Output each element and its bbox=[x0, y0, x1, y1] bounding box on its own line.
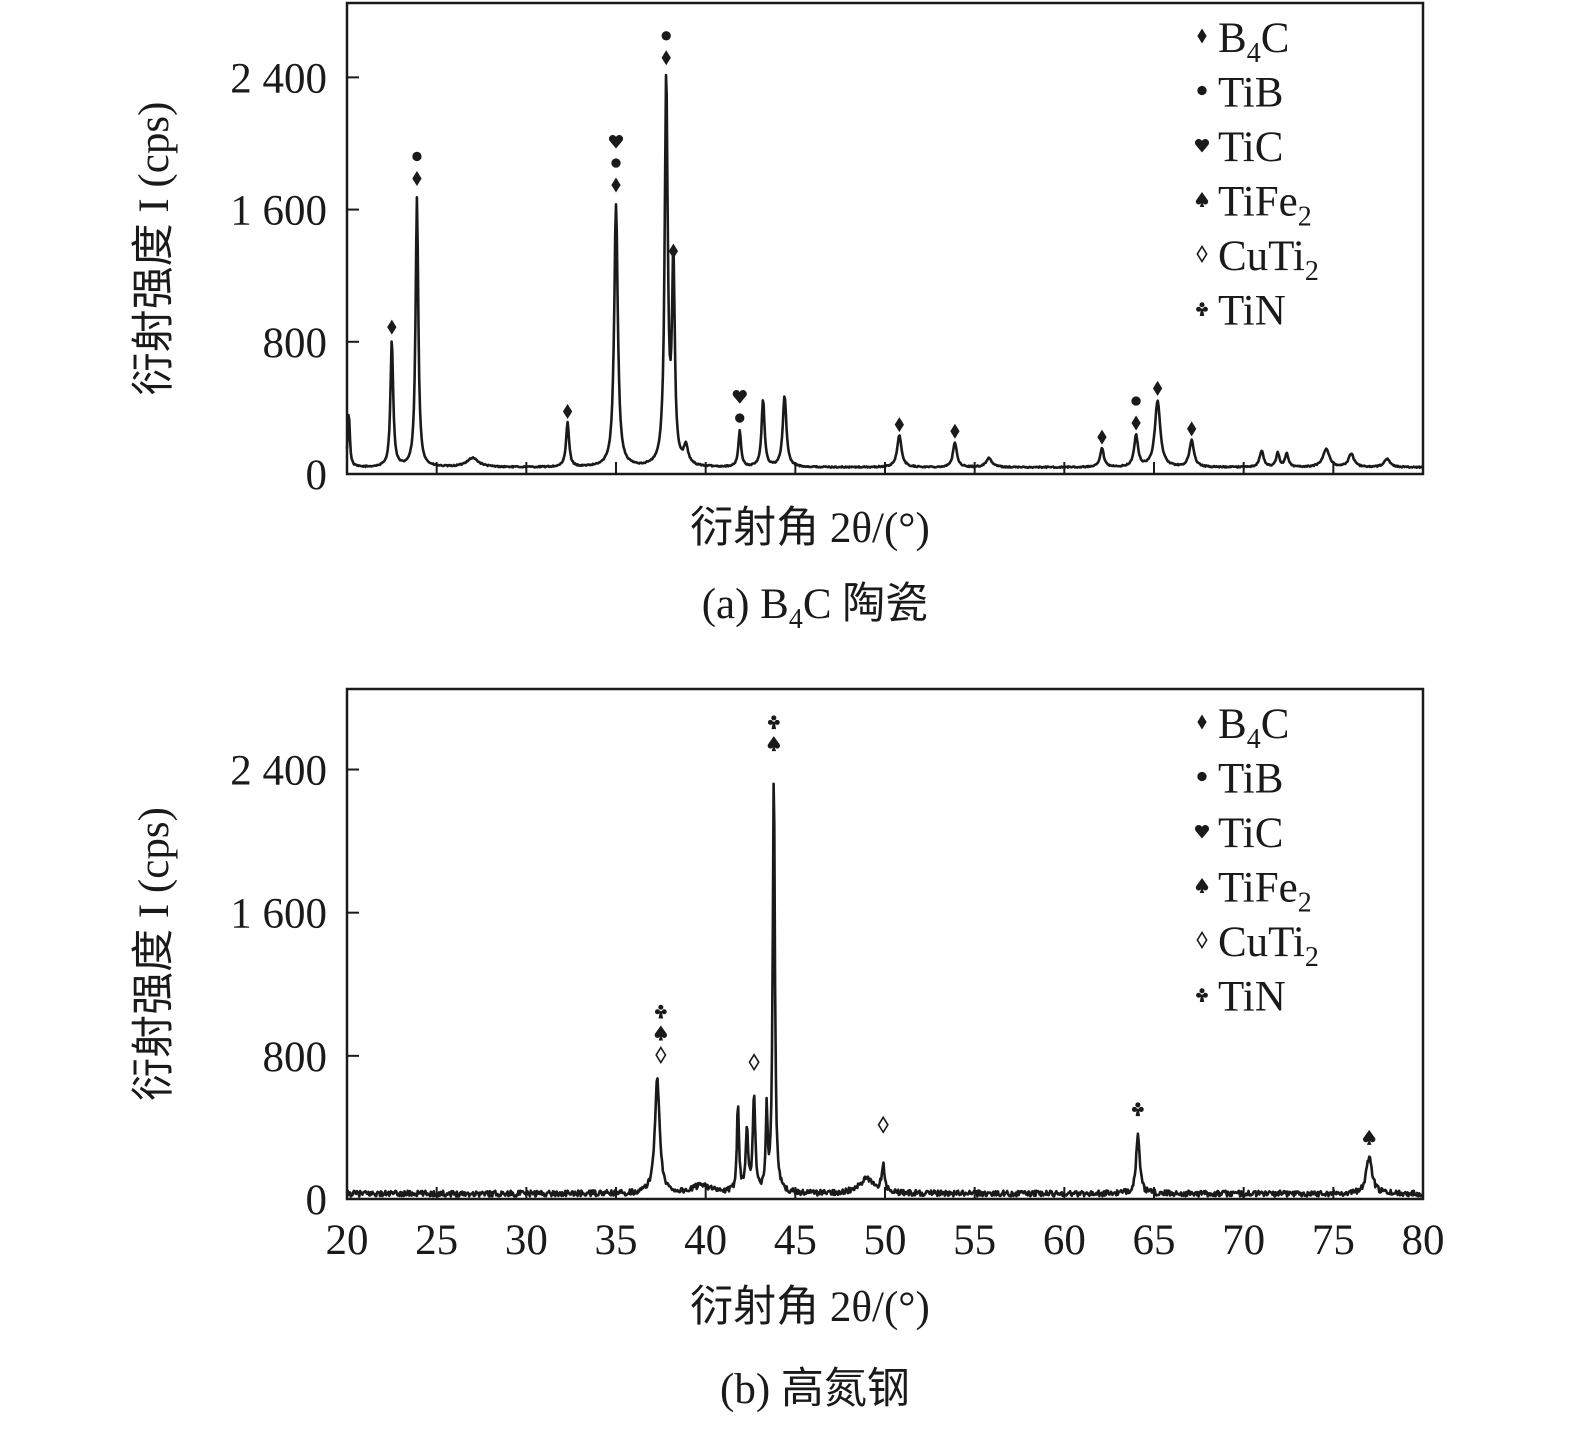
phase-marker-a-10-0 bbox=[1131, 415, 1141, 431]
x-tick-label-b-8: 60 bbox=[1043, 1217, 1086, 1264]
phase-marker-b-0-2 bbox=[654, 1004, 667, 1019]
legend-symbol-b-TiFe2 bbox=[1195, 878, 1209, 893]
legend-symbol-a-B4C bbox=[1197, 28, 1207, 44]
legend-symbol-b-B4C bbox=[1197, 714, 1207, 730]
y-tick-label-a-0: 0 bbox=[306, 452, 328, 499]
legend-label-b-CuTi2: CuTi2 bbox=[1218, 919, 1319, 973]
x-tick-label-b-5: 45 bbox=[774, 1217, 817, 1264]
phase-marker-a-6-0 bbox=[735, 413, 745, 423]
x-tick-label-b-2: 30 bbox=[505, 1217, 548, 1264]
phase-marker-a-4-0 bbox=[661, 50, 671, 66]
phase-marker-b-0-0 bbox=[655, 1045, 667, 1065]
y-axis-label-a: 衍射强度 I (cps) bbox=[131, 102, 178, 396]
x-tick-label-b-3: 35 bbox=[595, 1217, 638, 1264]
y-tick-label-b-0: 0 bbox=[306, 1177, 328, 1224]
y-axis-label-b: 衍射强度 I (cps) bbox=[131, 807, 178, 1101]
legend-label-b-TiN: TiN bbox=[1218, 974, 1286, 1021]
caption-sub-a: 4 bbox=[789, 604, 803, 635]
x-tick-label-b-7: 55 bbox=[953, 1217, 996, 1264]
legend-label-a-TiN: TiN bbox=[1218, 288, 1286, 335]
caption-part-b-1: (b) 高氮钢 bbox=[720, 1366, 910, 1413]
legend-symbol-a-TiN bbox=[1196, 302, 1208, 316]
phase-marker-a-4-1 bbox=[661, 31, 671, 41]
legend-symbol-a-TiC bbox=[1194, 138, 1210, 153]
phase-marker-b-2-1 bbox=[767, 715, 780, 730]
phase-marker-b-3-0 bbox=[877, 1115, 889, 1134]
legend-label-a-TiFe2: TiFe2 bbox=[1218, 179, 1312, 233]
phase-marker-a-0-0 bbox=[387, 319, 397, 335]
legend-label-a-CuTi2: CuTi2 bbox=[1218, 233, 1319, 287]
phase-marker-a-3-2 bbox=[608, 135, 624, 149]
legend-label-b-TiFe2: TiFe2 bbox=[1218, 865, 1312, 919]
phase-marker-a-3-0 bbox=[611, 177, 621, 193]
legend-symbol-a-CuTi2 bbox=[1196, 244, 1208, 264]
x-tick-label-b-0: 20 bbox=[326, 1217, 369, 1264]
phase-marker-a-5-0 bbox=[668, 243, 679, 259]
legend-label-b-TiB: TiB bbox=[1218, 756, 1283, 803]
phase-marker-a-11-0 bbox=[1152, 380, 1163, 396]
phase-marker-a-1-1 bbox=[412, 151, 422, 162]
phase-marker-a-6-1 bbox=[732, 390, 747, 404]
x-tick-label-b-11: 75 bbox=[1312, 1217, 1355, 1264]
phase-marker-b-0-1 bbox=[654, 1025, 668, 1041]
y-tick-label-b-3: 2 400 bbox=[230, 748, 327, 795]
phase-marker-a-1-0 bbox=[412, 170, 422, 186]
x-tick-label-b-10: 70 bbox=[1222, 1217, 1265, 1264]
x-tick-label-b-12: 80 bbox=[1402, 1217, 1445, 1264]
x-axis-label-a: 衍射角 2θ/(°) bbox=[690, 505, 930, 552]
caption-part-a-1: (a) B bbox=[702, 581, 789, 628]
x-tick-label-b-9: 65 bbox=[1133, 1217, 1176, 1264]
legend-symbol-a-TiB bbox=[1197, 85, 1207, 96]
legend-symbol-b-TiC bbox=[1194, 824, 1210, 839]
phase-marker-b-1-0 bbox=[748, 1053, 760, 1072]
phase-marker-a-2-0 bbox=[562, 403, 573, 419]
y-tick-label-b-1: 800 bbox=[263, 1034, 328, 1081]
phase-marker-b-2-0 bbox=[767, 736, 780, 752]
legend-label-b-TiC: TiC bbox=[1218, 810, 1283, 857]
caption-part-a-2: C 陶瓷 bbox=[803, 581, 928, 628]
panel-caption-b: (b) 高氮钢 bbox=[720, 1366, 910, 1413]
panel-caption-a: (a) B4C 陶瓷 bbox=[702, 581, 929, 635]
y-tick-label-b-2: 1 600 bbox=[230, 891, 327, 938]
legend-symbol-b-CuTi2 bbox=[1196, 930, 1208, 950]
phase-marker-b-5-0 bbox=[1363, 1129, 1376, 1145]
phase-marker-a-12-0 bbox=[1187, 421, 1197, 437]
legend-label-b-B4C: B4C bbox=[1218, 701, 1289, 755]
phase-marker-b-4-0 bbox=[1131, 1102, 1144, 1117]
legend-label-a-B4C: B4C bbox=[1218, 15, 1289, 69]
phase-marker-a-9-0 bbox=[1097, 429, 1107, 445]
x-tick-label-b-1: 25 bbox=[415, 1217, 458, 1264]
legend-symbol-a-TiFe2 bbox=[1195, 192, 1209, 207]
phase-marker-a-10-1 bbox=[1131, 396, 1141, 406]
legend-label-a-TiC: TiC bbox=[1218, 124, 1283, 171]
phase-marker-a-3-1 bbox=[611, 158, 621, 168]
x-tick-label-b-6: 50 bbox=[864, 1217, 907, 1264]
phase-marker-a-7-0 bbox=[894, 417, 904, 433]
legend-symbol-b-TiN bbox=[1196, 988, 1208, 1002]
panel-b: 0 800 1 600 2 400 20 25 30 35 40 45 50 55 60 65 70 75 80… bbox=[131, 687, 1445, 1413]
y-tick-label-a-3: 2 400 bbox=[230, 55, 327, 102]
x-axis-label-b: 衍射角 2θ/(°) bbox=[690, 1284, 930, 1331]
phase-marker-a-8-0 bbox=[950, 423, 960, 439]
y-tick-label-a-2: 1 600 bbox=[230, 188, 327, 235]
legend-symbol-b-TiB bbox=[1197, 771, 1207, 782]
x-tick-label-b-4: 40 bbox=[684, 1217, 727, 1264]
legend-label-a-TiB: TiB bbox=[1218, 70, 1283, 117]
y-tick-label-a-1: 800 bbox=[263, 320, 328, 367]
panel-a: 0 800 1 600 2 400 衍射强度 I (cps) 衍射角 2θ/(°) (a) … bbox=[131, 1, 1425, 635]
